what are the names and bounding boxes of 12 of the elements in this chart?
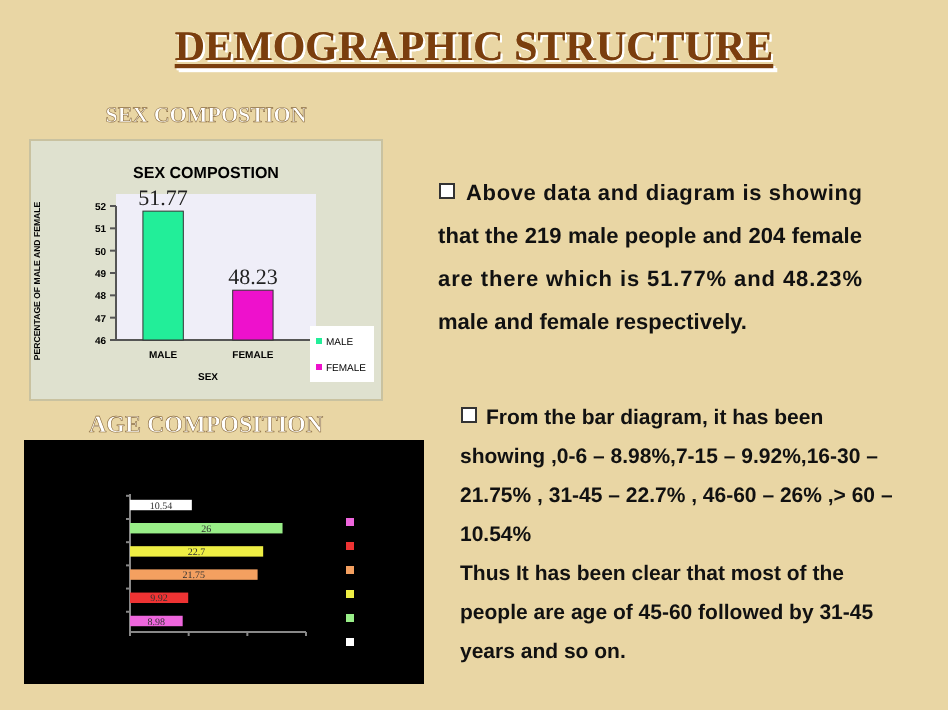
chart-subtitle: SEX COMPOSTION [105, 104, 307, 128]
text: DEMOGRAPHIC STRUCTURE [174, 22, 774, 70]
text: Thus It has been clear that most of the people are age of 45-60 followed by 31-45 years and so on. [460, 562, 874, 664]
bar [130, 569, 258, 580]
bar [130, 522, 283, 534]
chart-title: SEX COMPOSTION [133, 164, 280, 182]
bar [130, 546, 264, 557]
chart-title: AGE COMPOSITION [88, 410, 324, 438]
text: Above data and diagram is showing that the 219 male people and 204 female are there which is 51.77% and 48.23% male and female respectively. [438, 182, 863, 335]
data-label: 48.23 [228, 266, 279, 291]
data-label: 51.77 [138, 187, 189, 212]
text: From the bar diagram, it has been showing ,0-6 – 8.98%,7-15 – 9.92%,16-30 – 21.75% , 31-45 – 22.7% , 46-60 – 26% ,> 60 – 10.54% [460, 406, 893, 547]
